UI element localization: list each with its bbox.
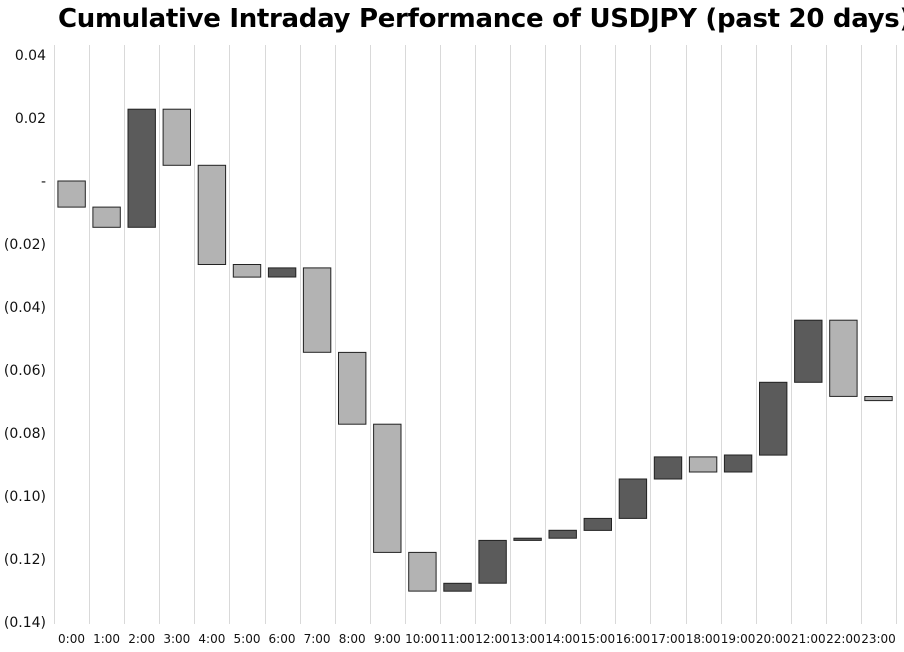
x-tick-label: 2:00 (128, 632, 155, 646)
bars (57, 108, 893, 592)
x-tick-label: 6:00 (269, 632, 296, 646)
bar-14-00 (548, 529, 577, 539)
bar-22-00 (829, 319, 858, 397)
y-axis-ticks: 0.04 0.02 - (0.02) (0.04) (0.06) (0.08) (0.10) (… (4, 48, 46, 631)
bar-7-00 (302, 267, 332, 353)
bar-16-00 (618, 478, 648, 519)
bar-18-00 (688, 456, 718, 473)
chart-title: Cumulative Intraday Performance of USDJP… (58, 4, 904, 34)
x-tick-label: 17:00 (651, 632, 686, 646)
x-tick-label: 18:00 (686, 632, 721, 646)
bar-4-00 (197, 164, 227, 265)
x-tick-label: 16:00 (616, 632, 651, 646)
bar-15-00 (583, 517, 612, 531)
x-tick-label: 14:00 (545, 632, 580, 646)
bar-12-00 (478, 539, 507, 584)
y-tick-label: 0.02 (15, 111, 46, 127)
y-tick-label: (0.06) (4, 363, 46, 379)
y-tick-label: - (41, 174, 46, 190)
bar-21-00 (794, 319, 823, 383)
x-tick-label: 21:00 (791, 632, 826, 646)
x-tick-label: 15:00 (581, 632, 616, 646)
x-tick-label: 1:00 (93, 632, 120, 646)
x-tick-label: 8:00 (339, 632, 366, 646)
x-tick-label: 23:00 (861, 632, 896, 646)
y-tick-label: (0.02) (4, 237, 46, 253)
bar-3-00 (162, 108, 192, 166)
bar-1-00 (92, 206, 121, 228)
x-tick-label: 4:00 (198, 632, 225, 646)
bar-2-00 (127, 108, 156, 228)
y-tick-label: 0.04 (15, 48, 46, 64)
x-axis-ticks: 0:00 1:00 2:00 3:00 4:00 5:00 6:00 7:00 8:00 9:00… (58, 632, 896, 646)
y-tick-label: (0.14) (4, 615, 46, 631)
bar-9-00 (373, 423, 402, 553)
bar-5-00 (232, 264, 262, 278)
x-tick-label: 10:00 (405, 632, 440, 646)
y-tick-label: (0.12) (4, 552, 46, 568)
x-tick-label: 20:00 (756, 632, 791, 646)
x-tick-label: 5:00 (234, 632, 261, 646)
bar-10-00 (408, 551, 437, 592)
x-tick-label: 0:00 (58, 632, 85, 646)
gridlines (54, 45, 897, 624)
bar-17-00 (653, 456, 683, 480)
bar-6-00 (267, 267, 297, 278)
bar-20-00 (759, 381, 788, 456)
y-tick-label: (0.08) (4, 426, 46, 442)
x-tick-label: 22:00 (826, 632, 861, 646)
x-tick-label: 9:00 (374, 632, 401, 646)
bar-8-00 (338, 351, 367, 425)
bar-23-00 (864, 396, 893, 402)
x-tick-label: 3:00 (163, 632, 190, 646)
x-tick-label: 7:00 (304, 632, 331, 646)
bar-19-00 (723, 454, 753, 473)
bar-0-00 (57, 180, 86, 208)
x-tick-label: 13:00 (510, 632, 545, 646)
y-tick-label: (0.10) (4, 489, 46, 505)
x-tick-label: 12:00 (475, 632, 510, 646)
bar-11-00 (443, 582, 472, 592)
x-tick-label: 11:00 (440, 632, 475, 646)
x-tick-label: 19:00 (721, 632, 756, 646)
y-tick-label: (0.04) (4, 300, 46, 316)
bar-13-00 (513, 537, 542, 541)
